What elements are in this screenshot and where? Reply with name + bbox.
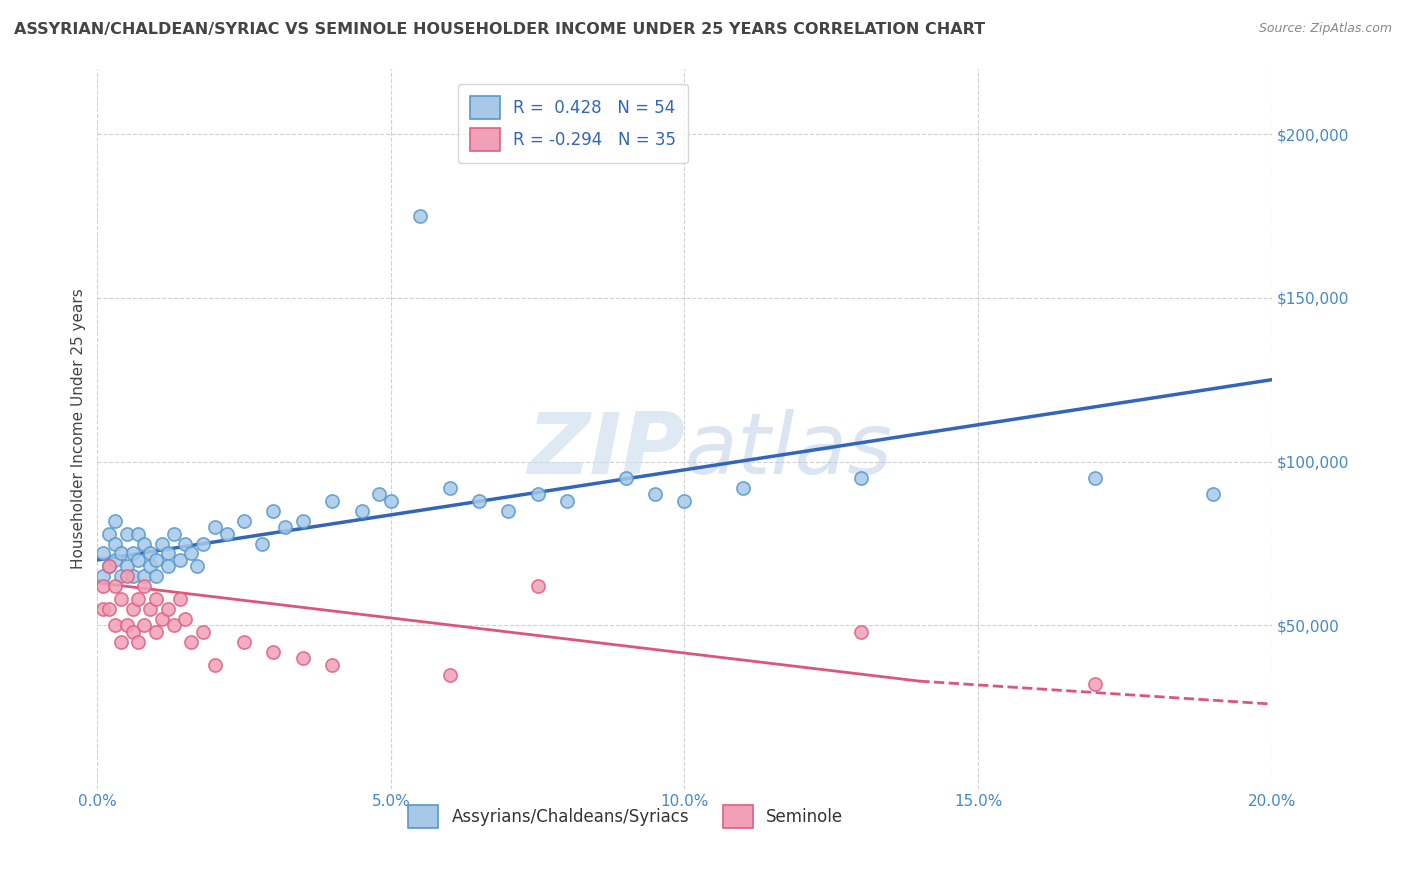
Point [104,618,127,632]
Point [104,514,127,528]
Point [127,635,149,649]
Point [98,559,121,574]
Point [98,526,121,541]
Text: atlas: atlas [685,409,893,492]
Point [614,471,637,485]
Point [439,667,461,681]
Point [121,546,143,560]
Point [121,602,143,616]
Point [134,579,156,593]
Point [233,635,256,649]
Point [163,526,186,541]
Point [555,494,578,508]
Point [380,494,402,508]
Point [673,494,696,508]
Point [110,569,132,583]
Point [321,657,343,672]
Point [145,569,167,583]
Point [733,481,755,495]
Point [263,645,285,659]
Text: ASSYRIAN/CHALDEAN/SYRIAC VS SEMINOLE HOUSEHOLDER INCOME UNDER 25 YEARS CORRELATI: ASSYRIAN/CHALDEAN/SYRIAC VS SEMINOLE HOU… [14,22,986,37]
Point [145,624,167,639]
Point [104,579,127,593]
Point [291,651,314,665]
Point [191,536,214,550]
Point [110,635,132,649]
Point [134,569,156,583]
Point [150,612,173,626]
Point [186,559,208,574]
Point [498,504,520,518]
Point [204,520,226,534]
Point [115,569,138,583]
Point [468,494,491,508]
Point [110,546,132,560]
Point [104,536,127,550]
Point [409,209,432,223]
Point [98,559,121,574]
Point [91,602,114,616]
Point [91,579,114,593]
Point [250,536,273,550]
Legend: Assyrians/Chaldeans/Syriacs, Seminole: Assyrians/Chaldeans/Syriacs, Seminole [402,798,849,835]
Point [1084,471,1107,485]
Point [145,592,167,607]
Point [127,592,149,607]
Point [127,553,149,567]
Point [849,471,872,485]
Point [134,536,156,550]
Point [1202,487,1225,501]
Point [134,618,156,632]
Point [139,602,162,616]
Point [156,546,179,560]
Point [644,487,666,501]
Text: Source: ZipAtlas.com: Source: ZipAtlas.com [1258,22,1392,36]
Point [115,526,138,541]
Point [145,553,167,567]
Point [121,569,143,583]
Text: ZIP: ZIP [527,409,685,492]
Point [110,592,132,607]
Point [526,579,548,593]
Point [127,526,149,541]
Point [233,514,256,528]
Point [849,624,872,639]
Point [350,504,373,518]
Point [91,569,114,583]
Point [91,546,114,560]
Point [150,536,173,550]
Point [321,494,343,508]
Point [115,559,138,574]
Point [215,526,238,541]
Point [1084,677,1107,691]
Point [169,553,191,567]
Point [274,520,297,534]
Point [174,612,197,626]
Y-axis label: Householder Income Under 25 years: Householder Income Under 25 years [72,288,86,569]
Point [439,481,461,495]
Point [104,553,127,567]
Point [121,624,143,639]
Point [169,592,191,607]
Point [139,546,162,560]
Point [156,602,179,616]
Point [180,546,202,560]
Point [115,618,138,632]
Point [204,657,226,672]
Point [191,624,214,639]
Point [163,618,186,632]
Point [291,514,314,528]
Point [180,635,202,649]
Point [174,536,197,550]
Point [263,504,285,518]
Point [526,487,548,501]
Point [156,559,179,574]
Point [98,602,121,616]
Point [139,559,162,574]
Point [368,487,391,501]
